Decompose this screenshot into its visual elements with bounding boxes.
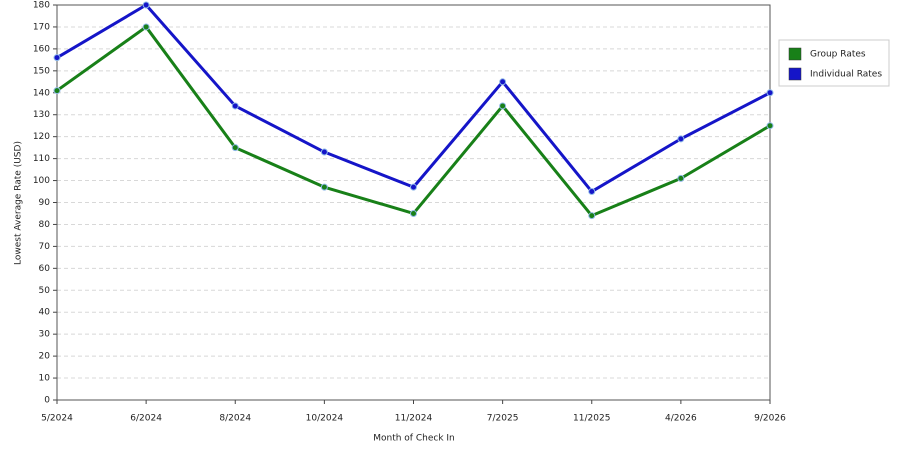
y-tick-label: 10 (39, 374, 51, 384)
y-tick-label: 50 (39, 286, 51, 296)
y-tick-label: 130 (33, 110, 50, 120)
data-point (677, 135, 685, 143)
y-tick-label: 80 (39, 220, 51, 230)
data-point (142, 1, 150, 9)
data-point (320, 183, 328, 191)
data-point (53, 87, 61, 95)
data-point (766, 89, 774, 97)
legend-label: Individual Rates (810, 70, 882, 80)
x-tick-label: 10/2024 (306, 414, 344, 424)
y-tick-label: 100 (33, 176, 50, 186)
data-point (142, 23, 150, 31)
data-point (320, 148, 328, 156)
y-tick-label: 160 (33, 44, 50, 54)
data-point (410, 183, 417, 191)
data-point (499, 78, 507, 86)
data-point (677, 174, 685, 182)
data-point (588, 188, 596, 196)
x-axis-label: Month of Check In (373, 434, 455, 444)
y-tick-label: 70 (39, 242, 51, 252)
x-tick-label: 6/2024 (130, 414, 162, 424)
y-tick-label: 150 (33, 66, 50, 76)
data-point (588, 212, 596, 220)
legend-swatch (788, 67, 802, 81)
data-point (410, 209, 417, 217)
data-point (53, 54, 61, 62)
y-tick-label: 140 (33, 88, 50, 98)
x-tick-label: 7/2025 (487, 414, 519, 424)
x-tick-label: 9/2026 (754, 414, 786, 424)
y-tick-label: 110 (33, 154, 50, 164)
x-tick-label: 4/2026 (665, 414, 697, 424)
x-tick-label: 8/2024 (219, 414, 251, 424)
legend-label: Group Rates (810, 50, 866, 60)
data-point (766, 122, 774, 130)
y-axis-label: Lowest Average Rate (USD) (14, 141, 24, 265)
x-tick-label: 5/2024 (41, 414, 73, 424)
y-tick-label: 170 (33, 22, 50, 32)
x-tick-label: 11/2025 (573, 414, 610, 424)
data-point (499, 102, 507, 110)
y-tick-label: 0 (44, 396, 50, 406)
y-tick-label: 180 (33, 1, 50, 11)
y-tick-label: 30 (39, 330, 51, 340)
data-point (231, 144, 239, 152)
y-tick-label: 120 (33, 132, 50, 142)
y-tick-label: 90 (39, 198, 51, 208)
y-tick-label: 40 (39, 308, 51, 318)
y-tick-label: 20 (39, 352, 51, 362)
y-tick-label: 60 (39, 264, 51, 274)
data-point (231, 102, 239, 110)
series-line (56, 3, 771, 194)
x-tick-label: 11/2024 (395, 414, 433, 424)
legend-swatch (788, 47, 802, 61)
